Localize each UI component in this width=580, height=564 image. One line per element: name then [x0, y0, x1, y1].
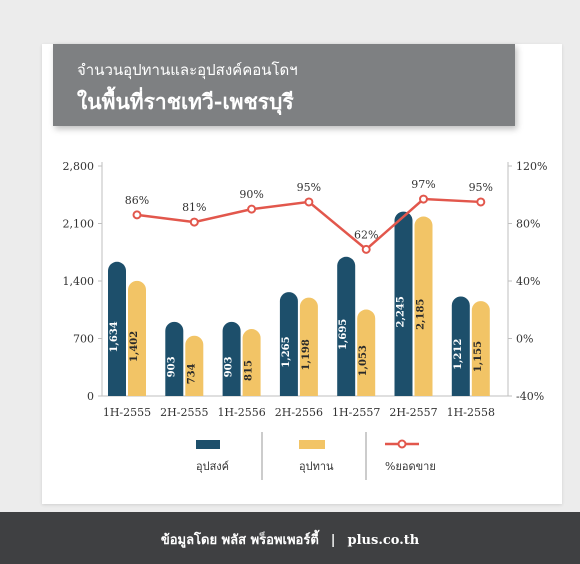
x-axis-tick-label: 1H-2557	[332, 406, 380, 419]
left-axis-tick-label: 700	[73, 333, 94, 346]
sales-point	[247, 204, 257, 214]
sales-point-label: 95%	[297, 181, 321, 194]
footer-website: plus.co.th	[347, 533, 420, 548]
supply-bar	[299, 297, 318, 396]
x-axis-tick-label: 1H-2558	[447, 406, 495, 419]
demand-bar-label: 1,634	[109, 321, 120, 352]
demand-bar-label: 2,245	[396, 296, 407, 327]
supply-bar	[242, 329, 261, 396]
right-axis-tick-label: 80%	[516, 218, 540, 231]
legend-sales-marker	[397, 439, 407, 449]
right-axis-tick-label: 120%	[516, 160, 547, 173]
demand-bar	[165, 321, 184, 396]
supply-bar	[357, 309, 376, 396]
demand-bar-label: 1,265	[281, 336, 292, 367]
left-axis-tick-label: 1,400	[63, 275, 95, 288]
legend-supply-label: อุปทาน	[299, 460, 334, 473]
sales-point-label: 90%	[239, 188, 263, 201]
right-axis-tick-label: 40%	[516, 275, 540, 288]
demand-bar	[108, 261, 126, 396]
supply-bar-label: 1,198	[301, 339, 312, 370]
supply-bar-label: 734	[186, 363, 197, 384]
demand-bar	[394, 211, 413, 396]
sales-point-label: 81%	[182, 201, 206, 214]
demand-bar-label: 903	[166, 356, 177, 377]
supply-bar-label: 1,155	[473, 341, 484, 372]
footer-separator: |	[330, 533, 336, 548]
demand-bar	[337, 256, 356, 396]
footer-bar: ข้อมูลโดย พลัส พร็อพเพอร์ตี้ | plus.co.th	[0, 512, 580, 564]
supply-bar	[414, 216, 433, 396]
supply-bar-label: 815	[244, 360, 255, 381]
supply-bar	[471, 301, 490, 396]
sales-point-label: 86%	[125, 194, 149, 207]
title-banner: จำนวนอุปทานและอุปสงค์คอนโดฯ ในพื้นที่ราช…	[53, 44, 515, 126]
left-axis-tick-label: 2,800	[63, 160, 95, 173]
sales-point-label: 62%	[354, 228, 378, 241]
sales-point	[132, 210, 142, 220]
right-axis-tick-label: 0%	[516, 333, 533, 346]
supply-bar-label: 2,185	[416, 299, 427, 330]
demand-bar	[279, 292, 298, 396]
demand-bar-label: 1,695	[338, 319, 349, 350]
sales-point	[361, 244, 371, 254]
legend-demand-label: อุปสงค์	[196, 460, 229, 473]
demand-bar-label: 1,212	[453, 339, 464, 370]
sales-point	[419, 194, 428, 204]
sales-point	[189, 217, 199, 227]
demand-bar	[222, 321, 241, 396]
supply-bar-label: 1,402	[129, 331, 140, 362]
chart-title-line1: จำนวนอุปทานและอุปสงค์คอนโดฯ	[77, 61, 298, 79]
x-axis-tick-label: 2H-2555	[160, 406, 208, 419]
sales-point-label: 97%	[411, 178, 435, 191]
supply-bar-label: 1,053	[358, 345, 369, 376]
demand-bar	[451, 296, 470, 396]
x-axis-tick-label: 1H-2555	[103, 406, 151, 419]
combo-chart: 0 700 1,400 2,100 2,800 -40% 0% 40% 80% 120% 1,634…	[63, 160, 547, 480]
sales-point	[304, 197, 314, 207]
x-axis-tick-label: 2H-2557	[389, 406, 437, 419]
legend-sales-label: %ยอดขาย	[385, 460, 436, 473]
legend-demand-swatch	[196, 440, 220, 449]
right-axis-tick-label: -40%	[516, 390, 544, 403]
sales-point	[476, 197, 486, 207]
left-axis-tick-label: 2,100	[63, 218, 95, 231]
left-axis-tick-label: 0	[87, 390, 94, 403]
footer-source: ข้อมูลโดย พลัส พร็อพเพอร์ตี้	[160, 533, 319, 548]
supply-bar	[128, 280, 146, 396]
legend-supply-swatch	[299, 440, 325, 449]
chart-title-line2: ในพื้นที่ราชเทวี-เพชรบุรี	[77, 89, 294, 114]
sales-point-label: 95%	[469, 181, 493, 194]
demand-bar-label: 903	[224, 356, 235, 377]
x-axis-tick-label: 1H-2556	[217, 406, 265, 419]
supply-bar	[185, 335, 204, 396]
x-axis-tick-label: 2H-2556	[275, 406, 323, 419]
